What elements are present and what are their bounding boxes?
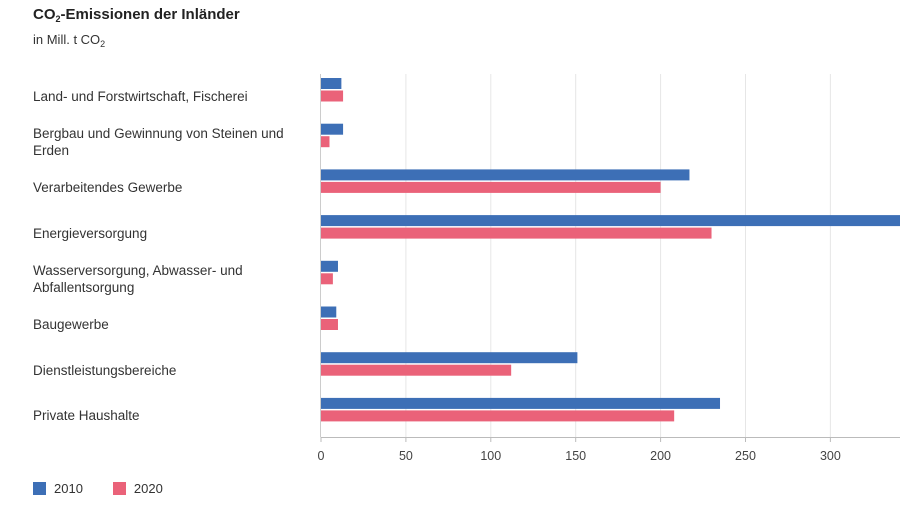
bar-2020-0 (321, 90, 344, 102)
legend-label-2020: 2020 (133, 481, 163, 496)
category-label-4: Wasserversorgung, Abwasser- und Abfallen… (33, 262, 243, 295)
legend-label-2010: 2010 (54, 481, 83, 496)
x-tick-label-150: 150 (565, 449, 586, 463)
bar-2010-2 (321, 169, 690, 181)
category-label-5: Baugewerbe (33, 317, 109, 332)
category-label-0: Land- und Forstwirtschaft, Fischerei (33, 88, 248, 104)
bar-2010-1 (321, 123, 344, 135)
x-tick-label-100: 100 (480, 449, 501, 463)
x-tick-label-0: 0 (318, 449, 325, 463)
bar-2020-7 (321, 410, 675, 422)
legend-item-2020[interactable]: 2020 (112, 481, 163, 496)
bar-2010-0 (321, 78, 342, 89)
bar-2020-5 (321, 319, 338, 330)
legend-item-2010[interactable]: 2010 (33, 481, 83, 496)
category-label-2: Verarbeitendes Gewerbe (33, 179, 183, 195)
category-label-1: Bergbau und Gewinnung von Steinen und Er… (33, 125, 284, 158)
bar-2020-1 (321, 136, 330, 148)
chart-title: CO2-Emissionen der Inländer (33, 6, 240, 24)
bar-2010-3 (321, 215, 900, 227)
x-tick-label-250: 250 (735, 449, 756, 463)
category-label-3: Energieversorgung (33, 225, 148, 241)
bar-2020-6 (321, 364, 512, 376)
bar-2020-4 (321, 273, 333, 285)
legend-swatch-2020 (112, 482, 126, 495)
bar-2010-5 (321, 306, 337, 318)
chart-subtitle: in Mill. t CO2 (33, 32, 106, 49)
legend: 2010 2020 (33, 481, 193, 496)
category-label-6: Dienstleistungsbereiche (33, 362, 177, 378)
legend-swatch-2010 (33, 482, 46, 495)
bar-2020-2 (321, 181, 661, 193)
bar-2010-6 (321, 352, 578, 364)
category-label-7: Private Haushalte (33, 408, 140, 424)
bar-2020-3 (321, 227, 712, 239)
bar-2010-7 (321, 397, 721, 409)
x-tick-label-300: 300 (820, 449, 841, 463)
x-tick-label-200: 200 (650, 449, 671, 463)
x-tick-label-50: 50 (399, 449, 413, 463)
bar-2010-4 (321, 260, 338, 272)
